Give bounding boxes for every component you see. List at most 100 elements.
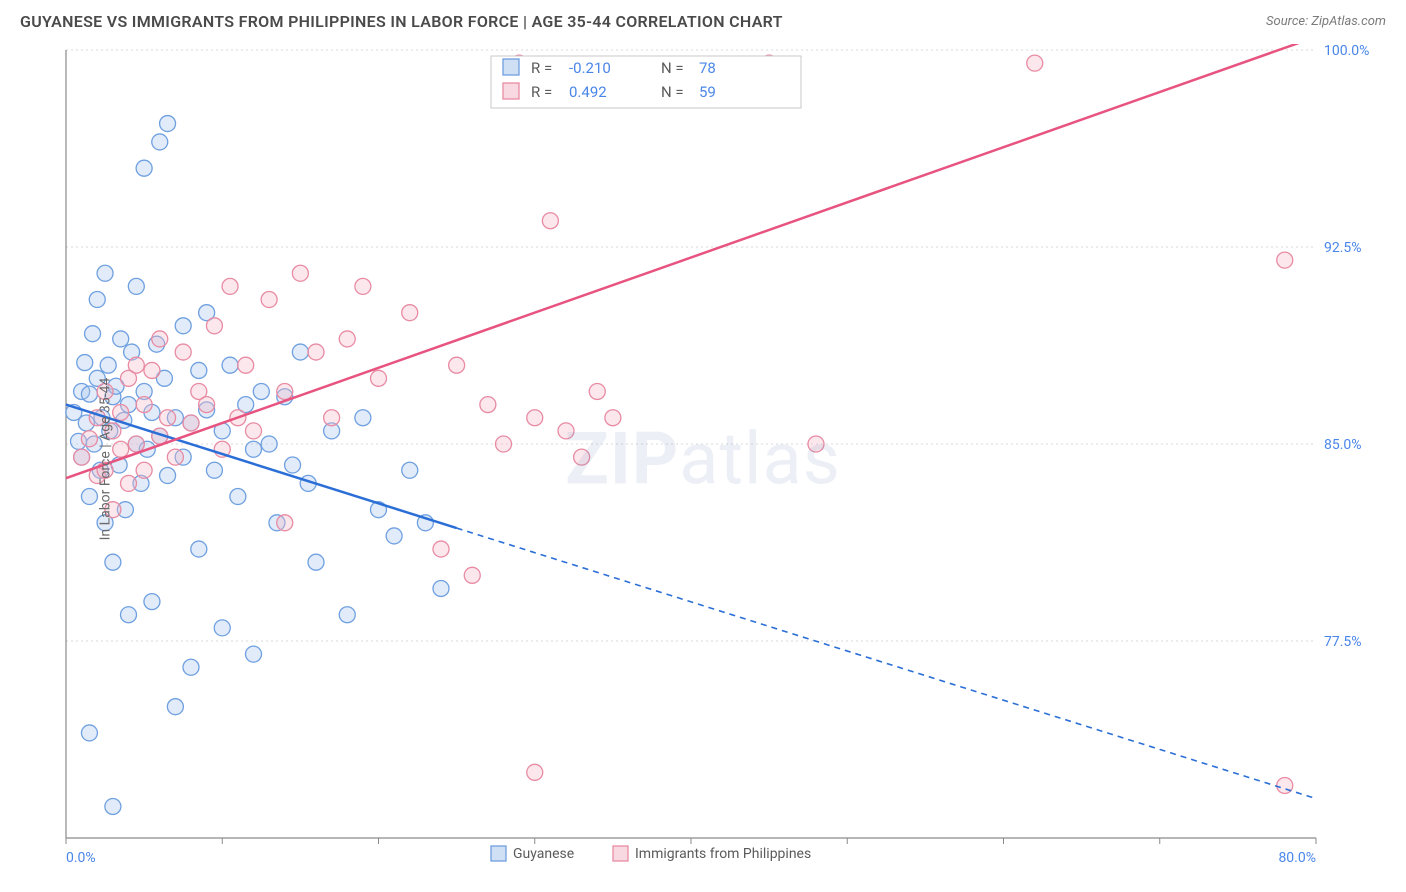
stats-N-value: 78 — [699, 59, 716, 77]
y-tick-label: 77.5% — [1324, 634, 1362, 650]
point-philippines — [136, 397, 152, 413]
trendline-philippines — [66, 44, 1316, 478]
legend-swatch — [613, 846, 628, 861]
point-philippines — [1277, 252, 1293, 268]
point-philippines — [74, 449, 90, 465]
point-philippines — [152, 331, 168, 347]
point-guyanese — [160, 116, 176, 132]
stats-N-label: N = — [661, 83, 684, 101]
point-guyanese — [144, 594, 160, 610]
point-philippines — [292, 265, 308, 281]
point-philippines — [371, 370, 387, 386]
point-philippines — [308, 344, 324, 360]
point-philippines — [160, 410, 176, 426]
point-philippines — [113, 441, 129, 457]
point-philippines — [175, 344, 191, 360]
point-philippines — [449, 357, 465, 373]
point-guyanese — [191, 362, 207, 378]
point-philippines — [1027, 55, 1043, 71]
stats-R-label: R = — [531, 83, 552, 101]
point-guyanese — [121, 607, 137, 623]
scatter-chart: 77.5%85.0%92.5%100.0%0.0%80.0%R =-0.210N… — [20, 44, 1386, 874]
point-philippines — [199, 397, 215, 413]
x-tick-label: 80.0% — [1278, 850, 1316, 866]
y-tick-label: 92.5% — [1324, 240, 1362, 256]
y-tick-label: 100.0% — [1324, 44, 1369, 59]
stats-N-value: 59 — [699, 83, 716, 101]
y-tick-label: 85.0% — [1324, 437, 1362, 453]
point-guyanese — [77, 355, 93, 371]
point-guyanese — [136, 160, 152, 176]
point-philippines — [558, 423, 574, 439]
point-guyanese — [222, 357, 238, 373]
point-guyanese — [246, 441, 262, 457]
point-philippines — [464, 567, 480, 583]
stats-R-value: 0.492 — [569, 83, 607, 101]
point-guyanese — [253, 383, 269, 399]
point-philippines — [121, 475, 137, 491]
point-philippines — [238, 357, 254, 373]
point-guyanese — [214, 620, 230, 636]
point-guyanese — [285, 457, 301, 473]
point-guyanese — [261, 436, 277, 452]
point-guyanese — [160, 468, 176, 484]
point-philippines — [480, 397, 496, 413]
point-philippines — [128, 436, 144, 452]
chart-title: GUYANESE VS IMMIGRANTS FROM PHILIPPINES … — [20, 12, 783, 31]
legend-label: Guyanese — [513, 846, 574, 862]
point-philippines — [574, 449, 590, 465]
point-guyanese — [105, 554, 121, 570]
point-guyanese — [433, 580, 449, 596]
point-philippines — [183, 415, 199, 431]
point-guyanese — [191, 541, 207, 557]
point-guyanese — [113, 331, 129, 347]
point-guyanese — [386, 528, 402, 544]
point-philippines — [402, 305, 418, 321]
point-philippines — [277, 515, 293, 531]
point-philippines — [261, 292, 277, 308]
point-guyanese — [81, 725, 97, 741]
point-guyanese — [100, 357, 116, 373]
point-philippines — [246, 423, 262, 439]
y-axis-label: In Labor Force | Age 35-44 — [97, 378, 113, 541]
point-guyanese — [292, 344, 308, 360]
stats-R-value: -0.210 — [569, 59, 611, 77]
point-philippines — [206, 318, 222, 334]
point-guyanese — [167, 699, 183, 715]
point-guyanese — [246, 646, 262, 662]
point-guyanese — [183, 659, 199, 675]
point-philippines — [808, 436, 824, 452]
point-guyanese — [230, 489, 246, 505]
point-philippines — [605, 410, 621, 426]
point-philippines — [496, 436, 512, 452]
point-guyanese — [85, 326, 101, 342]
point-philippines — [136, 462, 152, 478]
point-philippines — [589, 383, 605, 399]
point-philippines — [542, 213, 558, 229]
stats-N-label: N = — [661, 59, 684, 77]
point-philippines — [339, 331, 355, 347]
point-guyanese — [175, 318, 191, 334]
stats-swatch — [503, 83, 519, 99]
point-philippines — [222, 278, 238, 294]
point-guyanese — [105, 798, 121, 814]
point-guyanese — [81, 489, 97, 505]
point-philippines — [277, 383, 293, 399]
legend-label: Immigrants from Philippines — [635, 846, 811, 862]
point-philippines — [81, 431, 97, 447]
point-guyanese — [152, 134, 168, 150]
point-guyanese — [128, 278, 144, 294]
chart-area: In Labor Force | Age 35-44 ZIPatlas 77.5… — [20, 44, 1386, 874]
point-guyanese — [355, 410, 371, 426]
trendline-guyanese-ext — [457, 528, 1316, 799]
source-attribution: Source: ZipAtlas.com — [1266, 14, 1386, 29]
point-guyanese — [339, 607, 355, 623]
point-philippines — [355, 278, 371, 294]
point-guyanese — [206, 462, 222, 478]
stats-swatch — [503, 59, 519, 75]
legend-swatch — [491, 846, 506, 861]
point-guyanese — [308, 554, 324, 570]
stats-R-label: R = — [531, 59, 552, 77]
point-guyanese — [402, 462, 418, 478]
point-philippines — [167, 449, 183, 465]
